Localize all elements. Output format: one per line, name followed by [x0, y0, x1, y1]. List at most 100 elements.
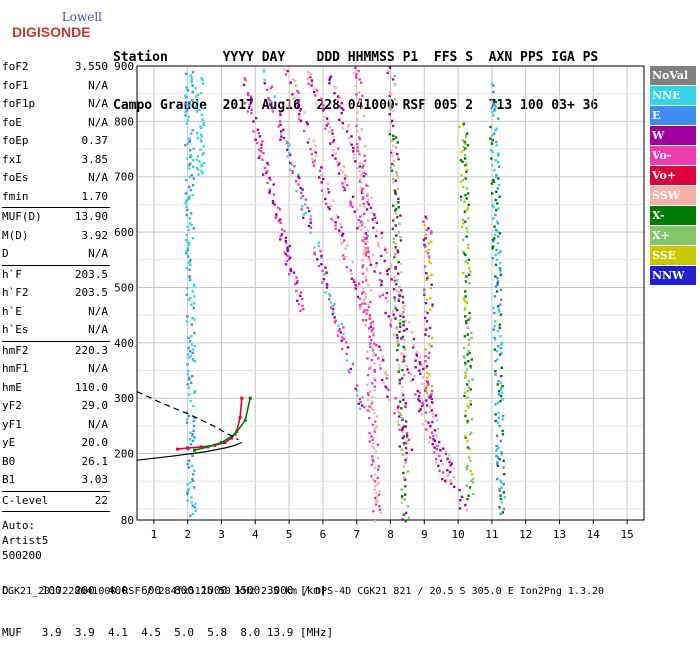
- echo-point: [364, 292, 367, 295]
- echo-point: [391, 119, 394, 123]
- echo-point: [361, 166, 364, 169]
- param-row: foEp 0.37: [2, 132, 110, 151]
- echo-point: [375, 261, 378, 265]
- echo-point: [186, 482, 189, 486]
- echo-point: [464, 142, 467, 145]
- x-tick-label: 5: [286, 528, 293, 541]
- echo-point: [348, 141, 352, 145]
- echo-point: [398, 400, 402, 403]
- echo-point: [355, 68, 358, 71]
- echo-point: [400, 417, 404, 420]
- param-row: yF2 29.0: [2, 397, 110, 416]
- echo-point: [431, 305, 434, 308]
- echo-point: [467, 247, 470, 250]
- echo-point: [420, 382, 424, 386]
- echo-point: [188, 376, 191, 380]
- echo-point: [325, 284, 329, 288]
- echo-point: [388, 91, 392, 94]
- echo-point: [298, 294, 302, 298]
- echo-point: [297, 183, 300, 186]
- echo-point: [466, 353, 469, 356]
- echo-point: [359, 400, 362, 404]
- echo-point: [425, 404, 429, 407]
- echo-point: [437, 440, 441, 444]
- echo-point: [252, 130, 255, 133]
- echo-point: [243, 77, 247, 80]
- echo-point: [491, 245, 495, 248]
- echo-point: [502, 466, 505, 469]
- echo-point: [496, 187, 499, 190]
- echo-point: [401, 430, 404, 433]
- echo-point: [301, 304, 304, 308]
- echo-point: [423, 243, 426, 247]
- echo-point: [188, 175, 192, 179]
- echo-point: [392, 181, 395, 184]
- echo-point: [366, 269, 369, 272]
- echo-point: [317, 264, 321, 268]
- echo-point: [263, 166, 267, 170]
- trace-point: [238, 416, 242, 420]
- echo-point: [395, 327, 399, 330]
- echo-point: [273, 203, 276, 206]
- echo-point: [453, 485, 456, 489]
- echo-point: [390, 151, 393, 154]
- echo-point: [396, 216, 399, 219]
- echo-point: [491, 247, 494, 250]
- echo-point: [191, 439, 194, 443]
- echo-point: [412, 344, 415, 347]
- echo-point: [365, 184, 368, 187]
- echo-point: [466, 464, 469, 468]
- echo-point: [382, 358, 385, 362]
- echo-point: [425, 328, 428, 331]
- echo-point: [361, 292, 364, 295]
- echo-point: [277, 125, 280, 128]
- echo-point: [493, 336, 496, 340]
- param-label: yF2: [2, 399, 22, 412]
- echo-point: [283, 251, 286, 254]
- echo-point: [322, 104, 325, 107]
- echo-point: [374, 450, 378, 453]
- echo-point: [317, 241, 321, 244]
- echo-point: [367, 327, 371, 330]
- echo-point: [200, 135, 203, 138]
- echo-point: [362, 252, 365, 255]
- echo-point: [384, 296, 388, 300]
- echo-point: [374, 496, 377, 500]
- echo-point: [497, 393, 501, 396]
- echo-point: [465, 275, 468, 278]
- echo-point: [429, 261, 432, 265]
- echo-point: [296, 101, 300, 104]
- echo-point: [425, 391, 428, 394]
- echo-point: [313, 251, 316, 254]
- echo-point: [395, 152, 399, 156]
- echo-point: [349, 202, 353, 205]
- echo-point: [425, 428, 428, 431]
- param-label: C-level: [2, 493, 49, 507]
- echo-point: [362, 202, 366, 206]
- trace-point: [220, 440, 223, 444]
- echo-point: [268, 188, 271, 191]
- echo-point: [464, 193, 467, 197]
- echo-point: [313, 253, 316, 256]
- param-value: N/A: [88, 171, 108, 184]
- echo-point: [301, 297, 304, 301]
- echo-point: [186, 247, 190, 250]
- echo-point: [291, 170, 294, 173]
- echo-point: [358, 215, 362, 218]
- echo-point: [499, 273, 503, 277]
- echo-point: [490, 163, 494, 167]
- echo-point: [195, 95, 198, 98]
- echo-point: [392, 288, 396, 291]
- echo-point: [423, 223, 426, 227]
- echo-point: [322, 109, 325, 112]
- echo-point: [368, 345, 372, 348]
- echo-point: [328, 78, 331, 82]
- echo-point: [431, 412, 435, 415]
- echo-point: [191, 84, 194, 87]
- echo-point: [356, 118, 359, 121]
- echo-point: [407, 438, 411, 442]
- echo-point: [418, 361, 421, 364]
- echo-point: [358, 304, 362, 307]
- echo-point: [405, 435, 409, 438]
- echo-point: [351, 260, 354, 264]
